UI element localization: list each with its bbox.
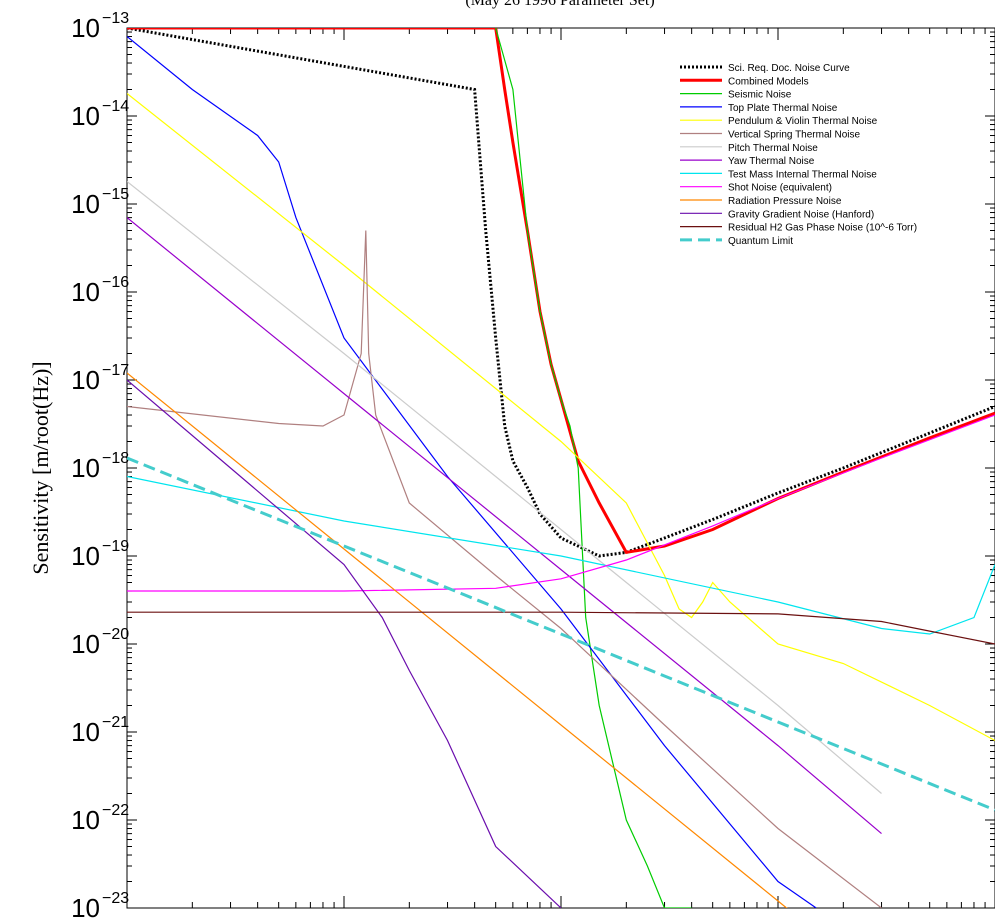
y-tick-base: 10 bbox=[71, 717, 100, 747]
y-tick-base: 10 bbox=[71, 189, 100, 219]
x-tick-group bbox=[126, 28, 986, 908]
y-tick-exponent: −14 bbox=[102, 98, 129, 115]
y-tick-label: 10 bbox=[71, 805, 100, 835]
legend-label: Vertical Spring Thermal Noise bbox=[728, 130, 861, 141]
legend: Sci. Req. Doc. Noise Curve Combined Model… bbox=[680, 63, 917, 247]
legend-label: Shot Noise (equivalent) bbox=[728, 183, 832, 194]
y-tick-exponent: −18 bbox=[102, 450, 129, 467]
y-tick-exponent: −21 bbox=[102, 714, 129, 731]
y-tick-label: 10 bbox=[71, 365, 100, 395]
y-tick-label: 10 bbox=[71, 893, 100, 919]
y-tick-exponent: −13 bbox=[102, 10, 129, 27]
series-line-7 bbox=[127, 217, 882, 835]
y-tick-exponent: −15 bbox=[102, 186, 129, 203]
y-tick-label: 10 bbox=[71, 453, 100, 483]
series-line-10 bbox=[127, 372, 788, 908]
series-line-6 bbox=[127, 181, 882, 794]
series-group bbox=[127, 28, 995, 908]
y-tick-base: 10 bbox=[71, 805, 100, 835]
legend-label: Residual H2 Gas Phase Noise (10^-6 Torr) bbox=[728, 223, 917, 234]
series-line-12 bbox=[127, 611, 995, 645]
legend-label: Gravity Gradient Noise (Hanford) bbox=[728, 209, 874, 220]
series-line-5 bbox=[127, 230, 882, 908]
y-axis-label: Sensitivity [m/root(Hz)] bbox=[28, 361, 53, 574]
legend-label: Test Mass Internal Thermal Noise bbox=[728, 169, 877, 180]
y-tick-label: 10 bbox=[71, 717, 100, 747]
y-tick-base: 10 bbox=[71, 629, 100, 659]
y-tick-group: 10−1310−1410−1510−1610−1710−1810−1910−20… bbox=[71, 10, 995, 919]
series-line-3 bbox=[127, 36, 817, 908]
legend-label: Pitch Thermal Noise bbox=[728, 143, 818, 154]
y-tick-base: 10 bbox=[71, 453, 100, 483]
legend-label: Seismic Noise bbox=[728, 90, 792, 101]
plot-frame bbox=[126, 27, 995, 909]
y-tick-exponent: −22 bbox=[102, 802, 129, 819]
series-line-0 bbox=[127, 28, 995, 558]
y-tick-base: 10 bbox=[71, 277, 100, 307]
y-tick-base: 10 bbox=[71, 101, 100, 131]
legend-label: Combined Models bbox=[728, 76, 809, 87]
y-tick-label: 10 bbox=[71, 277, 100, 307]
series-line-2 bbox=[495, 28, 692, 908]
chart-subtitle: (May 26 1996 Parameter Set) bbox=[465, 0, 654, 9]
y-tick-exponent: −20 bbox=[102, 626, 129, 643]
y-tick-exponent: −23 bbox=[102, 890, 129, 907]
series-line-11 bbox=[127, 379, 562, 908]
legend-label: Top Plate Thermal Noise bbox=[728, 103, 838, 114]
y-tick-base: 10 bbox=[71, 365, 100, 395]
legend-label: Pendulum & Violin Thermal Noise bbox=[728, 116, 878, 127]
legend-label: Sci. Req. Doc. Noise Curve bbox=[728, 63, 850, 74]
series-line-13 bbox=[127, 456, 995, 812]
y-tick-label: 10 bbox=[71, 541, 100, 571]
y-tick-base: 10 bbox=[71, 893, 100, 919]
legend-label: Yaw Thermal Noise bbox=[728, 156, 815, 167]
legend-label: Quantum Limit bbox=[728, 236, 793, 247]
y-tick-exponent: −19 bbox=[102, 538, 129, 555]
legend-label: Radiation Pressure Noise bbox=[728, 196, 842, 207]
series-line-1 bbox=[127, 28, 995, 555]
y-tick-label: 10 bbox=[71, 101, 100, 131]
y-tick-base: 10 bbox=[71, 13, 100, 43]
y-tick-label: 10 bbox=[71, 189, 100, 219]
series-line-8 bbox=[127, 475, 995, 635]
y-tick-exponent: −16 bbox=[102, 274, 129, 291]
y-tick-label: 10 bbox=[71, 13, 100, 43]
y-tick-exponent: −17 bbox=[102, 362, 129, 379]
y-tick-label: 10 bbox=[71, 629, 100, 659]
series-line-4 bbox=[127, 93, 995, 742]
y-tick-base: 10 bbox=[71, 541, 100, 571]
